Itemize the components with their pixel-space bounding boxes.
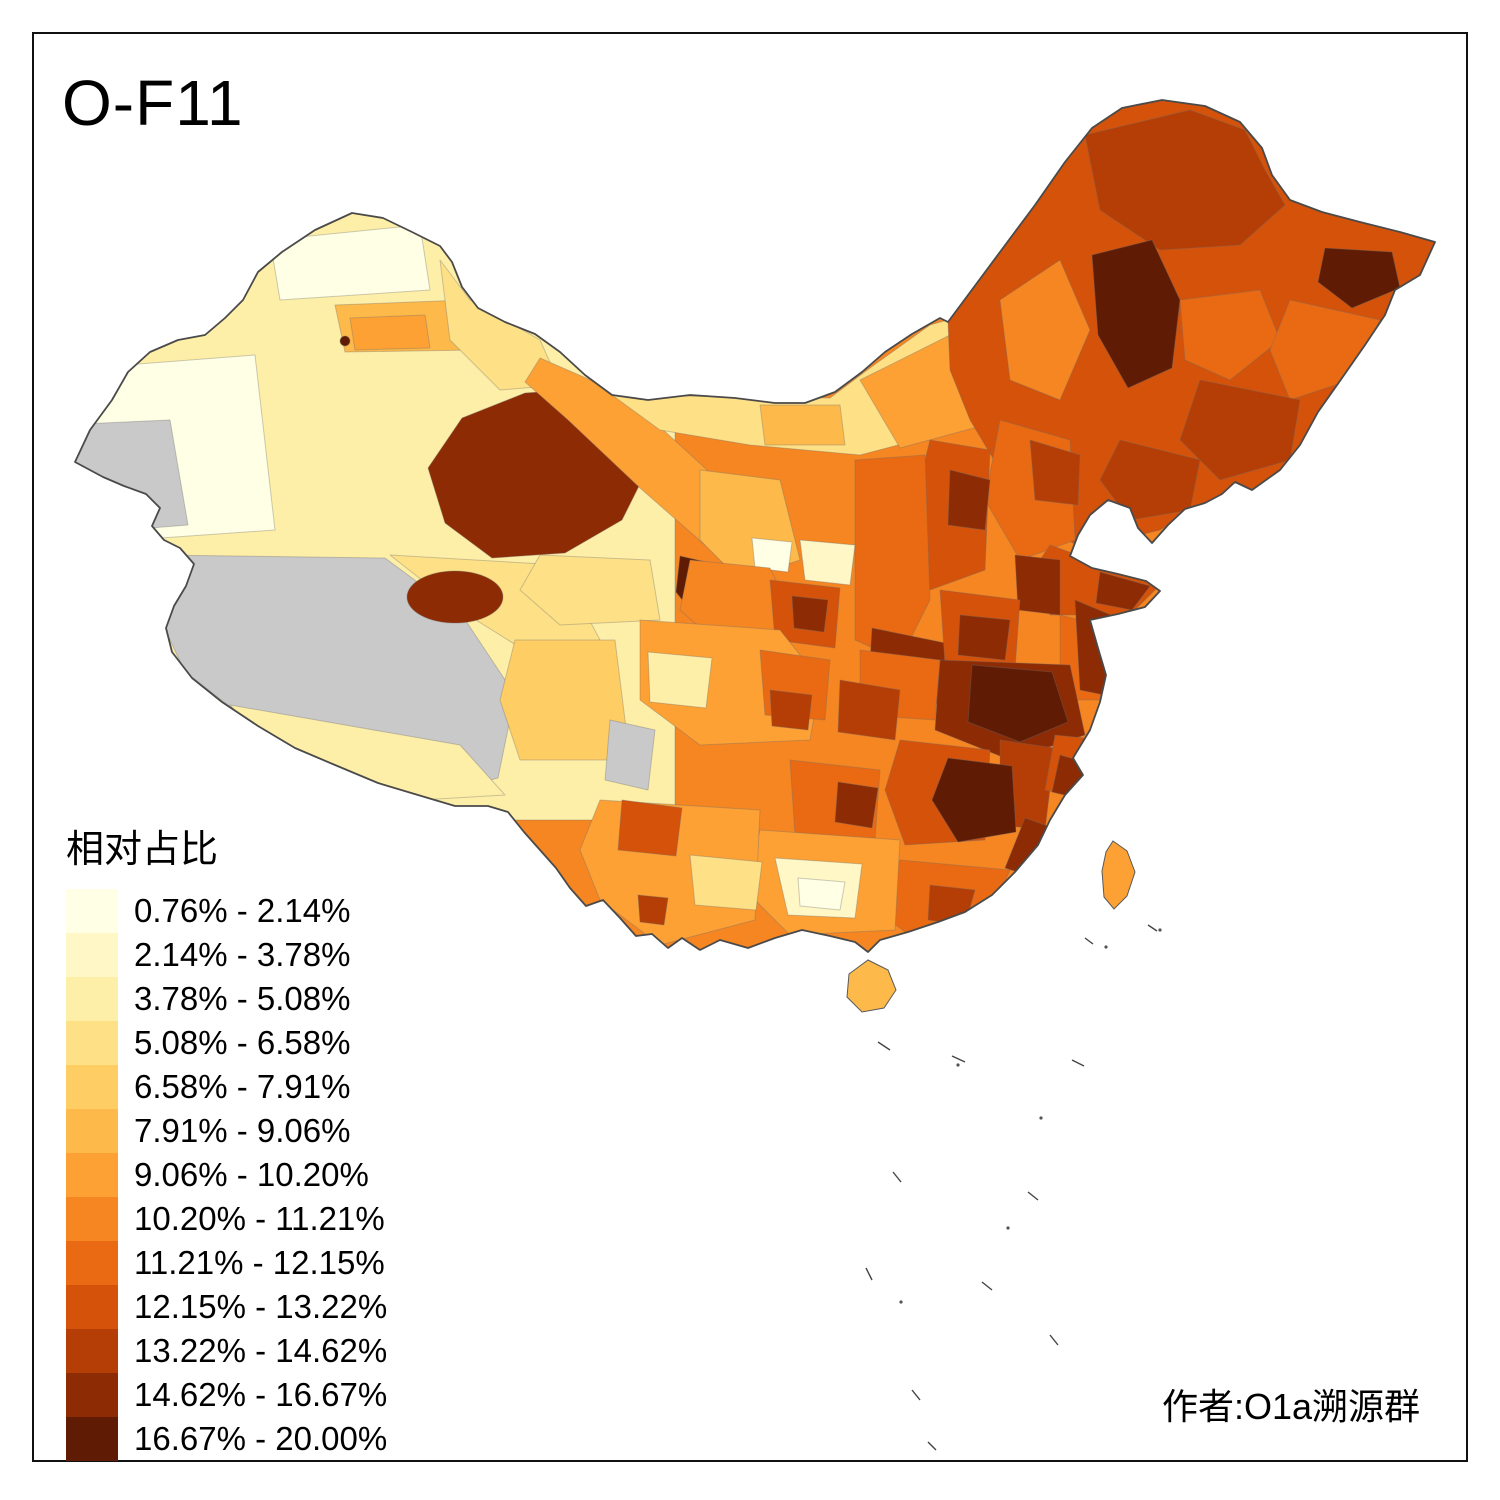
legend-swatch <box>66 977 118 1021</box>
legend-row: 10.20% - 11.21% <box>66 1197 387 1241</box>
legend-swatch <box>66 1153 118 1197</box>
legend-title: 相对占比 <box>66 829 219 871</box>
legend-label: 6.58% - 7.91% <box>134 1068 351 1105</box>
legend-label: 10.20% - 11.21% <box>134 1200 385 1237</box>
legend-label: 0.76% - 2.14% <box>134 892 351 929</box>
legend-row: 13.22% - 14.62% <box>66 1329 387 1373</box>
legend-swatch <box>66 1285 118 1329</box>
legend-swatch <box>66 1417 118 1461</box>
legend-swatch <box>66 1021 118 1065</box>
legend-row: 16.67% - 20.00% <box>66 1417 387 1461</box>
legend-swatch <box>66 933 118 977</box>
legend-row: 7.91% - 9.06% <box>66 1109 387 1153</box>
legend-row: 14.62% - 16.67% <box>66 1373 387 1417</box>
legend-label: 5.08% - 6.58% <box>134 1024 351 1061</box>
legend-label: 11.21% - 12.15% <box>134 1244 385 1281</box>
legend-label: 12.15% - 13.22% <box>134 1288 388 1325</box>
legend-row: 6.58% - 7.91% <box>66 1065 387 1109</box>
legend-swatch <box>66 1241 118 1285</box>
legend-swatch <box>66 889 118 933</box>
legend-row: 12.15% - 13.22% <box>66 1285 387 1329</box>
legend: 相对占比 0.76% - 2.14% 2.14% - 3.78% 3.78% -… <box>66 818 387 1461</box>
legend-label: 13.22% - 14.62% <box>134 1332 388 1369</box>
china-outline <box>74 99 1436 953</box>
legend-swatch <box>66 1197 118 1241</box>
page-title: O-F11 <box>62 67 244 139</box>
taiwan-island <box>1101 840 1136 910</box>
legend-label: 2.14% - 3.78% <box>134 936 351 973</box>
legend-label: 16.67% - 20.00% <box>134 1420 388 1457</box>
legend-label: 7.91% - 9.06% <box>134 1112 351 1149</box>
legend-row: 2.14% - 3.78% <box>66 933 387 977</box>
legend-row: 5.08% - 6.58% <box>66 1021 387 1065</box>
hainan-island <box>846 959 897 1013</box>
legend-row: 11.21% - 12.15% <box>66 1241 387 1285</box>
attribution: 作者:O1a溯源群 <box>1161 1386 1420 1427</box>
south-china-sea-dashes <box>865 924 1162 1451</box>
legend-swatch <box>66 1065 118 1109</box>
legend-swatch <box>66 1109 118 1153</box>
legend-label: 3.78% - 5.08% <box>134 980 351 1017</box>
legend-swatch <box>66 1329 118 1373</box>
legend-swatch <box>66 1373 118 1417</box>
legend-label: 9.06% - 10.20% <box>134 1156 369 1193</box>
legend-row: 3.78% - 5.08% <box>66 977 387 1021</box>
legend-row: 0.76% - 2.14% <box>66 889 387 933</box>
legend-label: 14.62% - 16.67% <box>134 1376 388 1413</box>
legend-row: 9.06% - 10.20% <box>66 1153 387 1197</box>
